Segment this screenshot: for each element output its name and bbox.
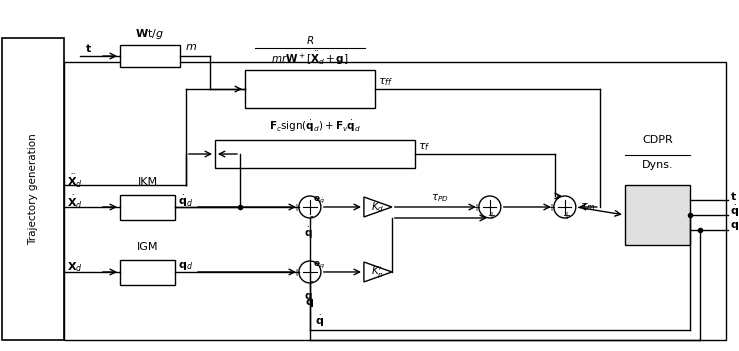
Bar xyxy=(64,62,726,340)
Text: $\dot{\mathbf{q}}_d$: $\dot{\mathbf{q}}_d$ xyxy=(178,193,193,208)
Text: -: - xyxy=(309,211,313,221)
Bar xyxy=(2,38,64,340)
Text: $\mathbf{t}$: $\mathbf{t}$ xyxy=(730,190,737,202)
Text: $mr\mathbf{W}^+[\ddot{\mathbf{X}}_d+\mathbf{g}]$: $mr\mathbf{W}^+[\ddot{\mathbf{X}}_d+\mat… xyxy=(271,49,349,67)
Text: $\dot{\mathbf{q}}$: $\dot{\mathbf{q}}$ xyxy=(730,203,739,219)
Polygon shape xyxy=(364,197,392,217)
Polygon shape xyxy=(364,262,392,282)
Text: $\mathbf{X}_d$: $\mathbf{X}_d$ xyxy=(67,260,83,274)
Text: $\mathbf{W}$t$/g$: $\mathbf{W}$t$/g$ xyxy=(135,27,165,41)
Text: $\mathbf{e}_{\dot{q}}$: $\mathbf{e}_{\dot{q}}$ xyxy=(313,194,325,206)
Bar xyxy=(245,70,375,108)
Text: IKM: IKM xyxy=(137,178,157,187)
Text: $\mathbf{q}$: $\mathbf{q}$ xyxy=(304,291,312,303)
Text: $\dot{\mathbf{X}}_d$: $\dot{\mathbf{X}}_d$ xyxy=(67,193,83,211)
Text: Dyns.: Dyns. xyxy=(641,160,673,170)
Text: $\mathbf{q}$: $\mathbf{q}$ xyxy=(730,220,739,232)
Text: $\mathbf{t}$: $\mathbf{t}$ xyxy=(85,42,92,54)
Text: +: + xyxy=(487,211,495,221)
Text: -: - xyxy=(309,276,313,286)
Text: Trajectory generation: Trajectory generation xyxy=(28,133,38,245)
Text: $\mathbf{e}_{q}$: $\mathbf{e}_{q}$ xyxy=(313,259,325,271)
Text: +: + xyxy=(292,203,300,213)
Text: $m$: $m$ xyxy=(185,42,197,52)
Text: $K_p'$: $K_p'$ xyxy=(372,264,384,280)
Text: $\tau_{PD}$: $\tau_{PD}$ xyxy=(431,192,449,204)
Bar xyxy=(120,260,175,285)
Bar xyxy=(120,195,175,220)
Text: $\mathbf{q}_d$: $\mathbf{q}_d$ xyxy=(178,260,193,272)
Circle shape xyxy=(554,196,576,218)
Bar xyxy=(624,185,689,245)
Text: +: + xyxy=(472,203,480,213)
Text: $\tau_{ff}$: $\tau_{ff}$ xyxy=(378,76,393,88)
Text: $\mathbf{q}$: $\mathbf{q}$ xyxy=(305,297,314,309)
Text: CDPR: CDPR xyxy=(642,135,672,145)
Text: $\dot{\mathbf{q}}$: $\dot{\mathbf{q}}$ xyxy=(315,314,324,329)
Text: $\tau_f$: $\tau_f$ xyxy=(418,141,430,153)
Circle shape xyxy=(479,196,501,218)
Text: $\dot{\mathbf{q}}$: $\dot{\mathbf{q}}$ xyxy=(304,226,312,241)
Text: +: + xyxy=(547,203,555,213)
Text: IGM: IGM xyxy=(137,243,158,252)
Text: $K_d$: $K_d$ xyxy=(371,200,384,214)
Text: $\tau_m$: $\tau_m$ xyxy=(580,201,596,213)
Text: $\ddot{\mathbf{X}}_d$: $\ddot{\mathbf{X}}_d$ xyxy=(67,172,83,190)
Text: +: + xyxy=(562,211,570,221)
Text: +: + xyxy=(292,268,300,278)
Bar xyxy=(120,45,180,67)
Text: $\mathbf{F}_c\mathrm{sign}(\dot{\mathbf{q}}_d)+\mathbf{F}_v\dot{\mathbf{q}}_d$: $\mathbf{F}_c\mathrm{sign}(\dot{\mathbf{… xyxy=(269,118,361,134)
Circle shape xyxy=(299,261,321,283)
Text: $R$: $R$ xyxy=(306,34,314,46)
Circle shape xyxy=(299,196,321,218)
Bar xyxy=(215,140,415,168)
